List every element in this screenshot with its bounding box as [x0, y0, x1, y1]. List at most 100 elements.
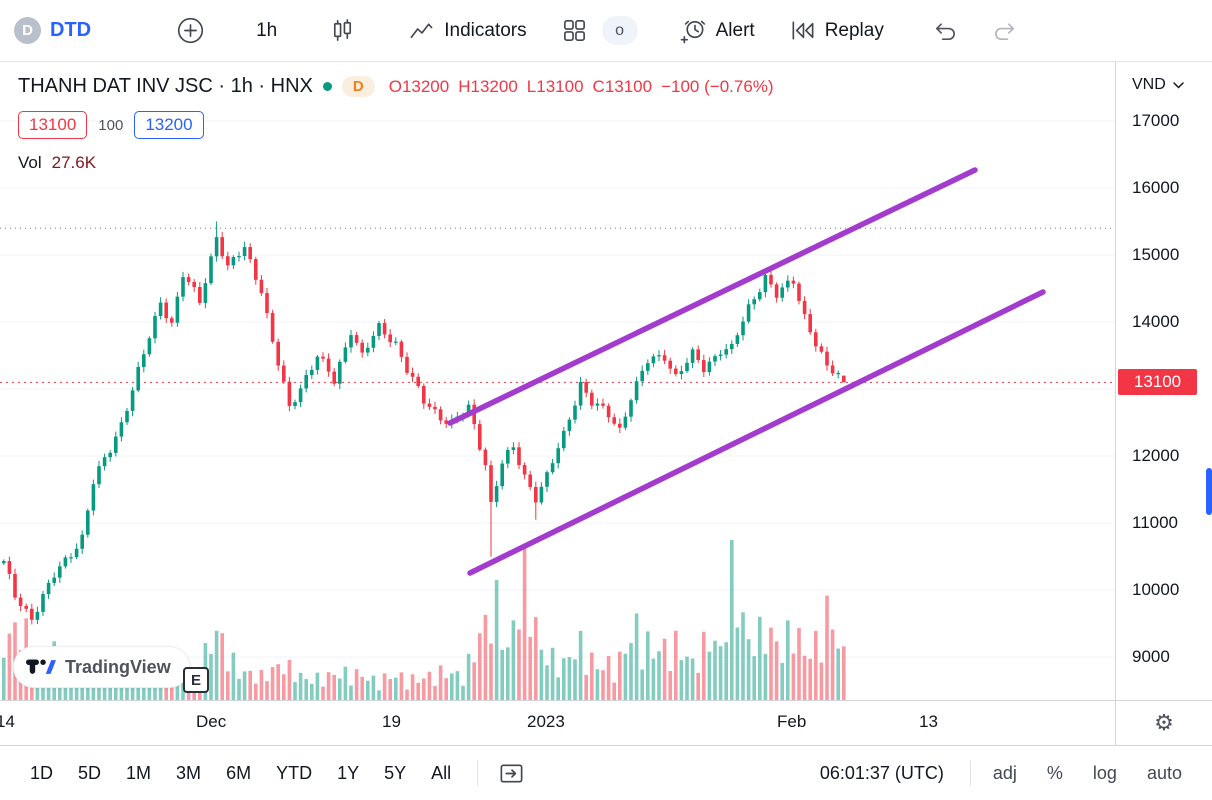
- buy-price-button[interactable]: 13200: [134, 111, 204, 139]
- scale-option-adj[interactable]: adj: [992, 762, 1017, 783]
- volume-bar: [718, 646, 723, 700]
- session-clock[interactable]: 06:01:37 (UTC): [819, 762, 944, 783]
- volume-bar: [786, 620, 790, 700]
- range-button-all[interactable]: All: [429, 760, 453, 787]
- gear-icon[interactable]: ⚙: [1154, 710, 1174, 736]
- candle-body: [399, 341, 404, 357]
- candle-body: [590, 392, 594, 406]
- compare-add-button[interactable]: [177, 17, 204, 44]
- chart-pane[interactable]: THANH DAT INV JSC · 1h · HNX D O13200 H1…: [0, 62, 1115, 700]
- volume-bar: [444, 678, 448, 700]
- volume-bar: [254, 683, 258, 700]
- candle-body: [220, 237, 224, 257]
- volume-bar: [506, 647, 510, 700]
- volume-bar: [270, 667, 275, 700]
- volume-bar: [836, 648, 840, 700]
- volume-bar: [315, 672, 320, 700]
- change-value: −100 (−0.76%): [661, 76, 774, 96]
- tradingview-watermark[interactable]: TradingView: [13, 646, 190, 688]
- volume-bar: [668, 670, 672, 700]
- layout-name-button[interactable]: o: [601, 16, 638, 45]
- volume-bar: [802, 655, 807, 700]
- scale-option-log[interactable]: log: [1092, 762, 1117, 783]
- symbol-button[interactable]: DTD: [50, 19, 92, 41]
- candle-body: [528, 474, 532, 487]
- candle-body: [573, 405, 577, 420]
- candle-body: [746, 304, 751, 322]
- candle-body: [242, 247, 247, 257]
- volume-bar: [450, 673, 454, 700]
- undo-button[interactable]: [932, 17, 959, 44]
- go-to-date-button[interactable]: [498, 760, 525, 787]
- volume-bar: [618, 651, 622, 700]
- candle-body: [125, 410, 129, 423]
- range-button-ytd[interactable]: YTD: [274, 760, 314, 787]
- range-button-1y[interactable]: 1Y: [335, 760, 361, 787]
- chart-style-button[interactable]: [329, 17, 356, 44]
- price-axis-label: 9000: [1132, 647, 1170, 667]
- interval-button[interactable]: 1h: [256, 19, 278, 41]
- candle-body: [438, 409, 443, 421]
- volume-bar: [545, 665, 549, 700]
- range-button-1d[interactable]: 1D: [28, 760, 55, 787]
- grid-layout-icon: [563, 20, 585, 41]
- volume-bar: [702, 631, 706, 700]
- range-button-1m[interactable]: 1M: [124, 760, 153, 787]
- volume-bar: [774, 641, 779, 700]
- volume-bar: [142, 684, 146, 700]
- volume-bar: [713, 640, 717, 700]
- candle-body: [774, 284, 779, 298]
- scale-option-percent[interactable]: %: [1046, 762, 1063, 783]
- indicators-button[interactable]: Indicators: [408, 17, 527, 44]
- data-mode-badge[interactable]: D: [341, 76, 375, 97]
- volume-bar: [500, 649, 504, 700]
- candle-body: [758, 292, 762, 300]
- price-axis-label: 11000: [1132, 513, 1179, 533]
- redo-arrow-icon: [994, 23, 1014, 40]
- candle-body: [730, 343, 734, 350]
- volume-bar: [808, 658, 812, 700]
- volume-bar: [298, 672, 303, 700]
- candle-body: [46, 582, 51, 595]
- currency-dropdown[interactable]: VND: [1132, 76, 1184, 94]
- volume-bar: [601, 670, 605, 700]
- candle-body: [545, 472, 549, 487]
- sell-price-button[interactable]: 13100: [18, 111, 88, 139]
- candle-body: [433, 406, 437, 410]
- range-button-3m[interactable]: 3M: [174, 760, 203, 787]
- candle-body: [214, 237, 219, 257]
- candle-body: [69, 557, 73, 559]
- candle-body: [797, 283, 801, 301]
- scale-option-auto[interactable]: auto: [1146, 762, 1182, 783]
- volume-bar: [662, 638, 667, 700]
- axis-settings-cell: ⚙: [1115, 700, 1212, 745]
- candle-body: [483, 449, 488, 466]
- candle-body: [842, 375, 846, 383]
- symbol-title[interactable]: THANH DAT INV JSC · 1h · HNX: [18, 75, 313, 97]
- volume-bar: [242, 671, 247, 700]
- volume-legend: Vol 27.6K: [18, 153, 774, 173]
- volume-bar: [433, 686, 437, 700]
- redo-button[interactable]: [991, 17, 1018, 44]
- range-button-5d[interactable]: 5D: [76, 760, 103, 787]
- symbol-avatar[interactable]: D: [14, 17, 41, 44]
- candle-body: [405, 356, 409, 373]
- price-axis[interactable]: VND 17000 16000 15000 14000 12000 11000 10000 9…: [1115, 62, 1212, 700]
- volume-bar: [690, 658, 695, 700]
- volume-bar: [461, 685, 465, 700]
- volume-bar: [483, 614, 488, 700]
- replay-button[interactable]: Replay: [789, 17, 884, 44]
- candle-body: [254, 259, 258, 280]
- range-button-5y[interactable]: 5Y: [382, 760, 408, 787]
- layout-grid-button[interactable]: [561, 17, 588, 44]
- candle-body: [74, 548, 79, 558]
- trend-line-lower[interactable]: [467, 289, 1046, 576]
- candle-body: [713, 356, 717, 362]
- candle-body: [410, 372, 415, 377]
- time-axis[interactable]: 14 Dec 19 2023 Feb 13: [0, 700, 1115, 745]
- range-buttons: 1D 5D 1M 3M 6M YTD 1Y 5Y All: [28, 760, 453, 787]
- symbol-group[interactable]: D DTD: [14, 17, 91, 44]
- range-button-6m[interactable]: 6M: [224, 760, 253, 787]
- alert-button[interactable]: Alert: [680, 17, 755, 44]
- trend-line-upper[interactable]: [447, 167, 978, 426]
